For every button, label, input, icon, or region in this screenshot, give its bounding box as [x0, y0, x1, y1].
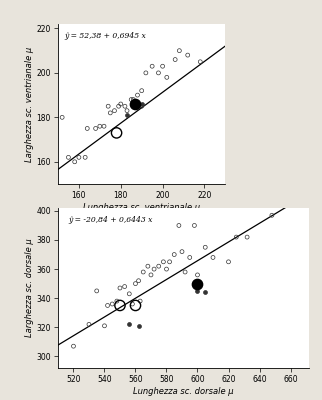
- Point: [145, 263, 150, 269]
- Text: ŷ = 52,38 + 0,6945 x: ŷ = 52,38 + 0,6945 x: [65, 32, 147, 40]
- Point: [149, 63, 155, 70]
- Point: [192, 222, 197, 229]
- Point: [136, 278, 141, 284]
- Point: [110, 301, 115, 307]
- Point: [76, 154, 81, 160]
- Point: [133, 280, 138, 287]
- Point: [116, 103, 121, 110]
- Point: [135, 92, 140, 98]
- Point: [124, 108, 129, 114]
- Point: [130, 301, 135, 307]
- Point: [133, 101, 138, 107]
- Point: [105, 302, 110, 309]
- Point: [195, 280, 200, 287]
- Point: [118, 285, 123, 291]
- Point: [143, 70, 148, 76]
- Point: [210, 254, 215, 261]
- Point: [124, 112, 129, 118]
- Point: [102, 323, 107, 329]
- Point: [137, 298, 143, 304]
- Point: [112, 108, 117, 114]
- Point: [160, 63, 165, 70]
- Point: [93, 125, 98, 132]
- Point: [234, 234, 239, 240]
- Text: ŷ = -20,84 + 0,6443 x: ŷ = -20,84 + 0,6443 x: [68, 216, 152, 224]
- Point: [195, 272, 200, 278]
- Point: [122, 283, 127, 290]
- Y-axis label: Larghezza sc. dorsale μ: Larghezza sc. dorsale μ: [24, 239, 33, 337]
- Point: [176, 222, 182, 229]
- Point: [172, 251, 177, 258]
- Point: [195, 288, 200, 294]
- X-axis label: Lunghezza sc. ventrianale μ: Lunghezza sc. ventrianale μ: [83, 203, 200, 212]
- Point: [85, 125, 90, 132]
- Point: [164, 74, 169, 80]
- Point: [118, 302, 123, 309]
- Point: [141, 269, 146, 275]
- Point: [108, 110, 113, 116]
- Point: [133, 302, 138, 309]
- Point: [167, 259, 172, 265]
- Point: [128, 96, 134, 103]
- Point: [72, 158, 77, 165]
- Point: [139, 101, 144, 107]
- Point: [203, 289, 208, 296]
- Point: [226, 259, 231, 265]
- Point: [106, 103, 111, 110]
- Point: [127, 291, 132, 297]
- Y-axis label: Larghezza sc. ventrianale μ: Larghezza sc. ventrianale μ: [25, 46, 34, 162]
- Point: [187, 254, 192, 261]
- Point: [173, 56, 178, 63]
- Point: [101, 123, 107, 130]
- Point: [60, 114, 65, 120]
- Point: [131, 96, 136, 103]
- Point: [152, 266, 157, 272]
- Point: [66, 154, 71, 160]
- Point: [156, 263, 161, 269]
- Point: [177, 48, 182, 54]
- Point: [161, 259, 166, 265]
- X-axis label: Lunghezza sc. dorsale μ: Lunghezza sc. dorsale μ: [133, 387, 234, 396]
- Point: [97, 123, 102, 130]
- Point: [86, 321, 91, 328]
- Point: [185, 52, 190, 58]
- Point: [71, 343, 76, 349]
- Point: [114, 298, 119, 304]
- Point: [127, 321, 132, 328]
- Point: [122, 103, 128, 110]
- Point: [118, 101, 123, 107]
- Point: [164, 266, 169, 272]
- Point: [135, 101, 140, 107]
- Point: [269, 212, 274, 218]
- Point: [114, 130, 119, 136]
- Point: [139, 88, 144, 94]
- Point: [156, 70, 161, 76]
- Point: [179, 248, 185, 255]
- Point: [136, 323, 141, 329]
- Point: [139, 103, 144, 110]
- Point: [244, 234, 250, 240]
- Point: [198, 58, 203, 65]
- Point: [148, 272, 154, 278]
- Point: [82, 154, 88, 160]
- Point: [94, 288, 99, 294]
- Point: [183, 269, 188, 275]
- Point: [203, 244, 208, 250]
